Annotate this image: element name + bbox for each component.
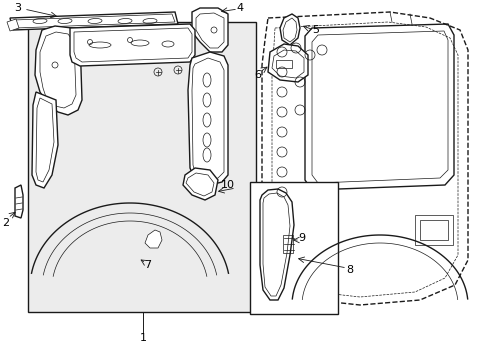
Polygon shape — [260, 189, 293, 300]
Bar — [275, 60, 291, 68]
Text: 9: 9 — [298, 233, 305, 243]
Polygon shape — [10, 12, 178, 30]
Text: 3: 3 — [15, 3, 21, 13]
Text: 8: 8 — [346, 265, 353, 275]
Text: 6: 6 — [254, 70, 261, 80]
Text: 5: 5 — [312, 25, 319, 35]
Text: 7: 7 — [144, 260, 151, 270]
Bar — [283, 235, 292, 253]
Polygon shape — [187, 52, 227, 185]
Polygon shape — [280, 14, 299, 45]
Polygon shape — [7, 19, 19, 31]
Polygon shape — [145, 230, 162, 248]
Text: 1: 1 — [139, 333, 146, 343]
Polygon shape — [15, 185, 23, 218]
Polygon shape — [28, 22, 256, 312]
Polygon shape — [267, 44, 307, 82]
Bar — [414, 215, 452, 245]
Polygon shape — [32, 92, 58, 188]
Polygon shape — [249, 182, 337, 314]
Text: 2: 2 — [2, 218, 10, 228]
Bar — [419, 220, 447, 240]
Polygon shape — [70, 24, 195, 66]
Polygon shape — [192, 8, 227, 52]
Text: 4: 4 — [236, 3, 243, 13]
Polygon shape — [262, 12, 467, 305]
Polygon shape — [183, 168, 218, 200]
Polygon shape — [35, 26, 82, 115]
Text: 10: 10 — [221, 180, 235, 190]
